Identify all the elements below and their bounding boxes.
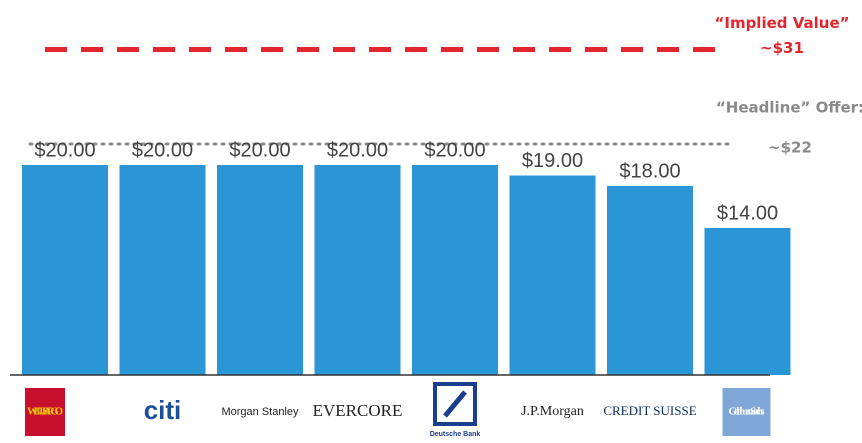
- bar: [704, 228, 791, 375]
- logo-slash: [443, 390, 467, 418]
- bar: [412, 165, 498, 375]
- logo-box: [433, 382, 477, 426]
- reference-label: “Implied Value”: [715, 14, 850, 32]
- reference-label: “Headline” Offer:: [716, 99, 862, 117]
- value-label: $20.00: [327, 139, 388, 161]
- bar: [119, 165, 206, 375]
- value-label: $18.00: [619, 160, 680, 182]
- x-tick-label: EVERCORE: [313, 401, 403, 420]
- value-label: $20.00: [34, 139, 95, 161]
- value-label: $20.00: [229, 139, 290, 161]
- bar: [217, 165, 303, 375]
- value-label: $19.00: [522, 150, 583, 172]
- x-tick-label: CREDIT SUISSE: [603, 403, 696, 418]
- reference-sublabel: ~$22: [768, 139, 812, 157]
- x-tick-label: Morgan Stanley: [221, 406, 299, 418]
- bar: [314, 165, 401, 375]
- bar: [22, 165, 108, 375]
- bar: [509, 175, 596, 375]
- x-tick-label: Deutsche Bank: [430, 431, 481, 438]
- x-tick-label: Goldman Sachs: [729, 406, 766, 418]
- logo-box: [25, 388, 65, 436]
- x-tick-label: citi: [144, 395, 182, 425]
- logo-box: [722, 388, 771, 436]
- value-label: $20.00: [132, 139, 193, 161]
- x-tick-label: J.P.Morgan: [521, 404, 584, 419]
- bar: [607, 186, 693, 375]
- reference-sublabel: ~$31: [760, 39, 804, 57]
- value-label: $14.00: [717, 202, 778, 224]
- value-label: $20.00: [424, 139, 485, 161]
- x-tick-label: WELLS FARGO: [27, 406, 63, 418]
